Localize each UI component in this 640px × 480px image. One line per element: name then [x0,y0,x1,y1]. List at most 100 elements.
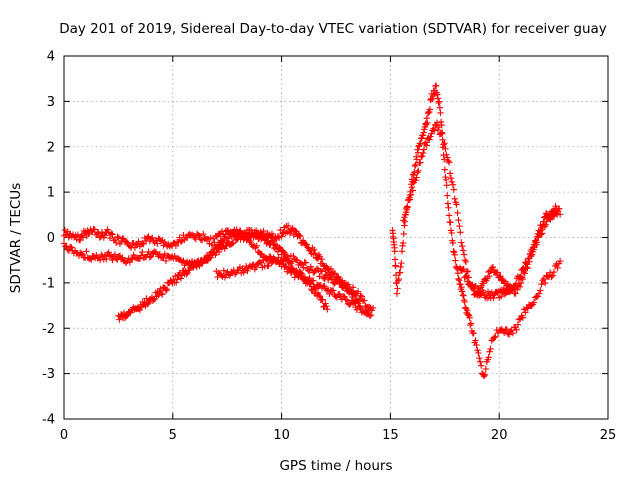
series-track-a [60,222,364,311]
data-point [366,312,374,320]
data-point [177,275,185,282]
data-point [183,271,190,278]
data-point [445,204,452,211]
data-point [105,249,112,256]
data-point [522,309,529,316]
data-point [524,305,531,312]
data-point [528,302,535,309]
data-point [486,273,493,280]
data-point [162,257,170,265]
data-point [523,261,531,268]
data-point [450,186,458,193]
data-point [114,233,121,241]
data-point [426,108,433,116]
data-point [445,157,452,165]
data-point [139,248,146,256]
data-point [481,371,489,379]
data-point [435,123,443,131]
data-point [474,347,481,354]
data-point [320,262,327,269]
data-point [322,272,329,279]
data-point [516,283,524,291]
data-point [61,226,69,234]
data-point [173,279,180,286]
data-point [417,153,425,160]
data-point [454,209,461,217]
data-point [398,248,406,255]
data-point [158,289,165,297]
data-point [349,284,357,291]
data-point [149,234,156,242]
data-point [451,195,458,202]
data-point [244,267,251,275]
y-tick-label: -3 [42,367,55,382]
data-point [454,265,461,272]
data-point [445,159,453,166]
data-point [490,294,497,302]
x-tick-label: 10 [273,428,290,443]
data-point [293,267,300,274]
data-point [78,250,85,257]
data-point [473,341,480,349]
data-point [453,201,460,208]
data-point [316,293,324,300]
data-point [554,208,562,215]
data-point [353,306,361,313]
data-point [489,263,497,271]
data-point [482,365,490,373]
data-point [104,226,111,233]
data-point [318,268,326,275]
data-point [315,291,323,299]
data-point [449,239,457,247]
data-points [60,82,564,380]
x-tick-label: 25 [600,428,617,443]
data-point [523,260,530,267]
data-point [491,334,498,341]
data-point [419,149,427,157]
data-point [472,337,479,344]
data-point [480,373,488,380]
data-point [537,231,545,238]
data-point [357,292,364,299]
data-point [260,227,267,235]
data-point [146,254,153,261]
data-point [465,311,472,319]
data-point [319,296,326,303]
data-point [401,218,409,225]
data-point [466,314,473,322]
data-point [475,349,482,357]
data-point [412,177,419,184]
data-point [494,269,501,276]
data-point [435,99,442,107]
y-tick-label: 1 [47,186,55,201]
data-point [94,230,101,237]
data-point [145,248,152,255]
data-point [480,289,487,296]
data-point [126,259,134,266]
data-point [520,265,527,272]
data-point [412,161,419,168]
data-point [514,321,522,328]
data-point [348,287,356,295]
data-point [458,239,465,246]
data-point [222,231,229,238]
data-point [343,296,351,304]
data-point [302,259,310,266]
data-point [462,258,470,266]
data-point [83,248,90,255]
data-point [448,178,456,186]
data-point [460,266,467,273]
data-point [454,269,462,277]
data-point [447,175,455,182]
data-point [249,262,256,269]
data-point [109,231,116,238]
data-point [459,242,466,250]
data-point [144,301,151,308]
data-point [441,166,448,173]
data-point [436,98,443,105]
y-tick-label: 0 [47,231,55,246]
data-point [459,247,467,254]
data-point [367,311,375,319]
data-point [462,305,470,312]
data-point [438,130,445,137]
